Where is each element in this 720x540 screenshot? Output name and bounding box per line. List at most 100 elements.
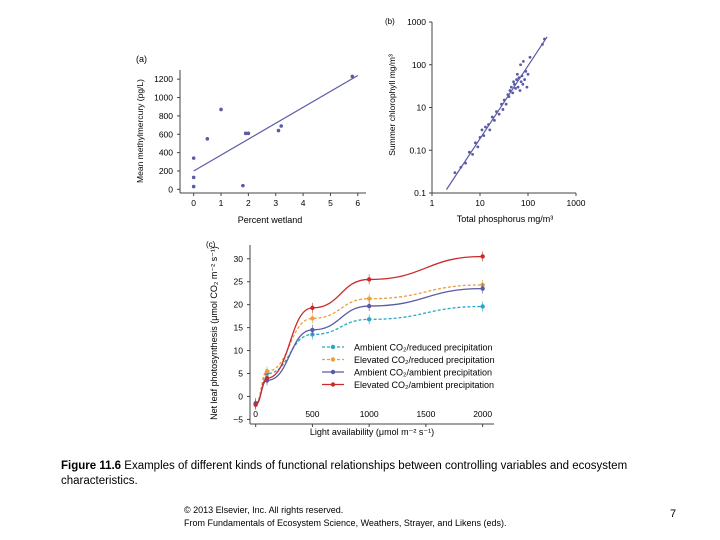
panel-c-point bbox=[366, 296, 372, 301]
panel-b-point bbox=[517, 76, 521, 80]
panel-b-point bbox=[490, 115, 494, 119]
legend-marker bbox=[330, 344, 336, 350]
panel-b-point bbox=[520, 74, 524, 78]
panel-b-y-tick-label: 0.10 bbox=[409, 145, 426, 155]
panel-c-y-tick-label: 0 bbox=[238, 391, 243, 401]
panel-b-point bbox=[497, 112, 501, 116]
copyright-credit: © 2013 Elsevier, Inc. All rights reserve… bbox=[184, 504, 506, 530]
panel-b-point bbox=[488, 128, 492, 132]
panel-b-x-label: Total phosphorus mg/m³ bbox=[457, 214, 554, 224]
panel-a-y-tick-label: 1200 bbox=[154, 74, 173, 84]
panel-b-point bbox=[515, 72, 519, 76]
panel-c-point bbox=[310, 316, 315, 321]
panel-b-point bbox=[512, 82, 516, 86]
panel-b-point bbox=[482, 134, 486, 138]
panel-a-x-tick-label: 5 bbox=[328, 198, 333, 208]
panel-c-point bbox=[264, 375, 270, 381]
panel-a-y-tick-label: 400 bbox=[159, 148, 173, 158]
panel-b-label: (b) bbox=[385, 17, 395, 26]
panel-b-point bbox=[524, 69, 528, 73]
panel-c-y-tick-label: 30 bbox=[234, 254, 244, 264]
panel-c-y-tick-label: 5 bbox=[238, 369, 243, 379]
panel-a-point bbox=[246, 131, 251, 136]
panel-a-x-tick-label: 3 bbox=[273, 198, 278, 208]
panel-c-point bbox=[310, 327, 315, 333]
panel-b-point bbox=[526, 72, 530, 76]
panel-b-point bbox=[518, 89, 522, 92]
figure-caption: Figure 11.6 Examples of different kinds … bbox=[61, 459, 681, 489]
panel-c-point bbox=[366, 303, 372, 309]
panel-b-trend-line bbox=[445, 36, 548, 190]
copyright-line: © 2013 Elsevier, Inc. All rights reserve… bbox=[184, 505, 344, 515]
panel-c-series-line bbox=[255, 284, 483, 404]
panel-c-x-tick-label: 500 bbox=[305, 409, 319, 419]
panel-b-point bbox=[508, 89, 512, 92]
panel-a-y-tick-label: 200 bbox=[159, 166, 173, 176]
panel-c-point bbox=[264, 369, 270, 374]
page-number: 7 bbox=[670, 508, 677, 520]
panel-c-point bbox=[366, 277, 372, 282]
panel-a-x-tick-label: 2 bbox=[246, 198, 251, 208]
panel-c-x-tick-label: 1500 bbox=[416, 409, 435, 419]
legend-label: Elevated CO₂/reduced precipitation bbox=[354, 355, 495, 365]
panel-b-y-tick-label: 0.1 bbox=[414, 188, 426, 198]
panel-a-x-label: Percent wetland bbox=[238, 215, 303, 225]
panel-c-point bbox=[366, 317, 372, 322]
panel-a-point bbox=[191, 156, 196, 160]
panel-b-x-tick-label: 100 bbox=[521, 198, 535, 208]
legend-label: Ambient CO₂/reduced precipitation bbox=[354, 343, 493, 353]
panel-b-point bbox=[459, 165, 463, 169]
panel-b-point bbox=[521, 59, 525, 63]
panel-a-point bbox=[219, 107, 223, 112]
panel-b-point bbox=[501, 108, 505, 111]
panel-b-y-tick-label: 100 bbox=[412, 60, 426, 70]
panel-b-y-tick-label: 10 bbox=[417, 103, 427, 113]
panel-a-y-tick-label: 600 bbox=[159, 129, 173, 139]
panel-b-point bbox=[502, 98, 506, 102]
panel-b-point bbox=[476, 145, 480, 149]
panel-b-point bbox=[487, 123, 490, 126]
legend-label: Elevated CO₂/ambient precipitation bbox=[354, 380, 494, 390]
panel-a-trend-line bbox=[193, 74, 359, 172]
panel-b-point bbox=[480, 128, 484, 132]
panel-c-point bbox=[480, 304, 485, 309]
panel-c-y-tick-label: 25 bbox=[234, 277, 244, 287]
panel-c-y-tick-label: 20 bbox=[234, 300, 244, 310]
panel-a-label: (a) bbox=[136, 54, 147, 64]
panel-b-point bbox=[509, 85, 513, 89]
panel-b-point bbox=[521, 82, 525, 86]
panel-c-point bbox=[310, 305, 315, 311]
panel-b-point bbox=[514, 86, 517, 90]
panel-b-point bbox=[473, 141, 477, 145]
figure-caption-label: Figure 11.6 bbox=[61, 460, 122, 472]
panel-b-point bbox=[464, 161, 467, 165]
panel-a-point bbox=[191, 175, 196, 180]
panel-a-x-tick-label: 6 bbox=[355, 198, 360, 208]
panel-c-y-label: Net leaf photosynthesis (μmol CO₂ m⁻² s⁻… bbox=[209, 246, 219, 420]
panel-b-y-label: Summer chlorophyll mg/m³ bbox=[387, 54, 397, 156]
panel-a-y-tick-label: 1000 bbox=[154, 93, 173, 103]
panel-b-point bbox=[507, 95, 511, 98]
panel-b-point bbox=[493, 118, 496, 122]
panel-c-y-tick-label: −5 bbox=[233, 414, 243, 424]
panel-a-point bbox=[243, 131, 248, 136]
panel-b-point bbox=[523, 78, 527, 81]
panel-a-y-tick-label: 800 bbox=[159, 111, 173, 121]
panel-a-x-tick-label: 4 bbox=[301, 198, 306, 208]
panel-c-x-tick-label: 1000 bbox=[360, 409, 379, 419]
panel-b-y-tick-label: 1000 bbox=[407, 17, 426, 27]
panel-b-point bbox=[467, 150, 471, 154]
panel-b-point bbox=[495, 110, 498, 114]
panel-b: (b) 1 10 100 1000 0.1 0.10 10 100 1000 Total ph… bbox=[385, 17, 586, 224]
legend-marker bbox=[330, 382, 336, 387]
panel-b-point bbox=[515, 78, 519, 81]
panel-c-series-line bbox=[255, 305, 483, 404]
panel-c-y-tick-label: 15 bbox=[234, 323, 244, 333]
panel-a-point bbox=[279, 124, 284, 128]
panel-b-point bbox=[511, 91, 515, 95]
panel-b-point bbox=[528, 55, 532, 59]
panel-c-series-line bbox=[255, 287, 483, 404]
panel-a-x-tick-label: 1 bbox=[219, 198, 224, 208]
legend-marker bbox=[330, 357, 336, 362]
panel-c-x-tick-label: 2000 bbox=[473, 409, 492, 419]
